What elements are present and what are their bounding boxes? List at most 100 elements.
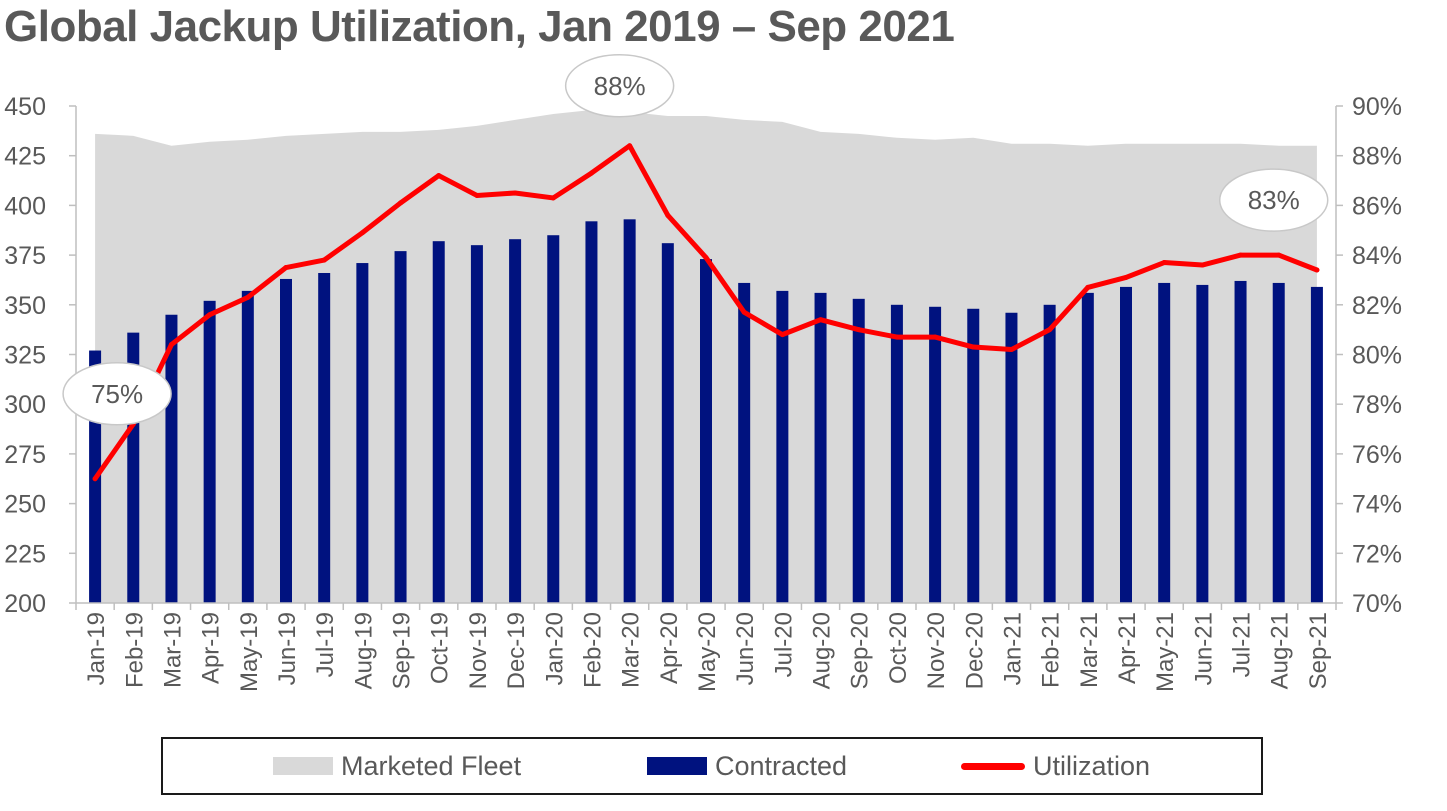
- contracted-bar-aug-21: [1272, 282, 1285, 603]
- x-tick-label: Nov-19: [465, 612, 492, 689]
- utilization-point-dec-20: [970, 344, 976, 350]
- contracted-bar-jan-20: [547, 235, 560, 603]
- x-tick-label: May-19: [236, 612, 263, 692]
- legend-swatch-utilization: [961, 762, 1025, 770]
- utilization-point-dec-19: [512, 190, 518, 196]
- contracted-bar-may-19: [241, 290, 254, 603]
- jackup-utilization-chart: 200 225 250 275 300 325 350 375 400 425 450 70% 72% 7…: [4, 54, 1402, 692]
- utilization-point-may-19: [245, 294, 251, 300]
- utilization-point-apr-21: [1123, 274, 1129, 280]
- legend-swatch-contracted: [647, 757, 707, 775]
- utilization-point-jan-21: [1008, 347, 1014, 353]
- x-tick-label: Dec-20: [961, 612, 988, 689]
- legend-label-contracted: Contracted: [715, 750, 848, 781]
- x-tick-label: Oct-20: [885, 612, 912, 684]
- left-tick-label: 350: [4, 292, 46, 320]
- left-tick-label: 400: [4, 192, 46, 220]
- utilization-point-may-20: [703, 255, 709, 261]
- utilization-point-jun-20: [741, 309, 747, 315]
- contracted-bar-apr-21: [1120, 286, 1132, 603]
- legend-item-utilization: Utilization: [961, 739, 1150, 793]
- x-tick-label: Jan-21: [999, 612, 1026, 685]
- contracted-bar-apr-19: [203, 300, 216, 603]
- x-tick-label: Jan-19: [83, 612, 110, 685]
- contracted-bar-aug-20: [814, 292, 827, 603]
- right-tick-label: 76%: [1352, 441, 1402, 469]
- x-tick-label: Apr-20: [656, 612, 683, 684]
- x-tick-label: Jun-20: [732, 612, 759, 685]
- utilization-point-sep-21: [1314, 267, 1320, 273]
- callout-bubble: [1218, 168, 1329, 232]
- x-tick-label: Jul-19: [312, 612, 339, 677]
- x-tick-label: Oct-19: [427, 612, 454, 684]
- x-tick-label: Nov-20: [923, 612, 950, 689]
- utilization-point-jul-19: [321, 257, 327, 263]
- callout-bubble: [564, 54, 675, 118]
- utilization-point-apr-20: [665, 212, 671, 218]
- contracted-bar-sep-20: [852, 298, 865, 603]
- contracted-bar-may-20: [700, 259, 712, 603]
- contracted-bar-feb-21: [1043, 304, 1056, 603]
- utilization-point-jan-20: [550, 195, 556, 201]
- legend-label-utilization: Utilization: [1033, 750, 1151, 781]
- callout-bubble: [62, 362, 172, 426]
- x-tick-label: Feb-20: [579, 612, 606, 688]
- left-tick-label: 200: [4, 590, 46, 618]
- right-tick-label: 82%: [1352, 292, 1402, 320]
- utilization-point-mar-21: [1085, 284, 1091, 290]
- left-tick-label: 275: [4, 441, 46, 469]
- right-tick-label: 88%: [1352, 143, 1402, 171]
- utilization-point-oct-20: [894, 334, 900, 340]
- contracted-bar-jun-20: [738, 282, 751, 603]
- right-tick-label: 72%: [1352, 540, 1402, 568]
- x-tick-label: Feb-21: [1038, 612, 1065, 688]
- utilization-point-nov-20: [932, 334, 938, 340]
- x-tick-label: Sep-19: [389, 612, 416, 689]
- x-tick-label: Aug-21: [1267, 612, 1294, 689]
- contracted-bar-jul-20: [776, 290, 789, 603]
- utilization-point-apr-19: [207, 312, 213, 318]
- utilization-point-jul-21: [1238, 252, 1244, 258]
- callout-label: 88%: [594, 71, 646, 101]
- contracted-bar-jul-19: [318, 272, 331, 603]
- contracted-bar-jul-21: [1234, 280, 1247, 603]
- contracted-bar-oct-20: [890, 304, 903, 603]
- x-tick-label: Jun-19: [274, 612, 301, 685]
- right-tick-label: 86%: [1352, 192, 1402, 220]
- chart-title: Global Jackup Utilization, Jan 2019 – Se…: [4, 2, 955, 51]
- callout-label: 83%: [1248, 185, 1300, 215]
- x-tick-label: Jul-20: [770, 612, 797, 677]
- x-tick-label: Apr-21: [1114, 612, 1141, 684]
- utilization-point-oct-19: [436, 173, 442, 179]
- x-tick-label: May-21: [1152, 612, 1179, 692]
- legend-swatch-marketed-fleet: [273, 757, 333, 775]
- left-tick-label: 250: [4, 491, 46, 519]
- contracted-bar-aug-19: [356, 263, 369, 603]
- utilization-point-nov-19: [474, 192, 480, 198]
- x-tick-label: Apr-19: [198, 612, 225, 684]
- utilization-point-feb-21: [1047, 327, 1053, 333]
- utilization-point-aug-21: [1276, 252, 1282, 258]
- utilization-point-sep-19: [398, 200, 404, 206]
- utilization-point-may-21: [1161, 260, 1167, 266]
- utilization-point-aug-19: [359, 230, 365, 236]
- legend-item-contracted: Contracted: [647, 739, 847, 793]
- contracted-bar-sep-19: [394, 251, 407, 603]
- left-tick-label: 300: [4, 391, 46, 419]
- utilization-point-jun-21: [1199, 262, 1205, 268]
- utilization-point-jan-19: [92, 476, 98, 482]
- contracted-bar-mar-21: [1081, 292, 1094, 603]
- x-tick-label: May-20: [694, 612, 721, 692]
- right-tick-label: 74%: [1352, 491, 1402, 519]
- x-tick-label: Jan-20: [541, 612, 568, 685]
- left-tick-label: 225: [4, 540, 46, 568]
- contracted-bar-may-21: [1158, 282, 1171, 603]
- utilization-point-jul-20: [779, 332, 785, 338]
- contracted-bar-nov-19: [470, 245, 483, 603]
- contracted-bar-dec-20: [967, 308, 980, 603]
- x-tick-label: Mar-21: [1076, 612, 1103, 688]
- contracted-bar-sep-21: [1310, 286, 1323, 603]
- utilization-point-mar-20: [627, 143, 633, 149]
- contracted-bar-jun-21: [1196, 284, 1209, 603]
- chart-legend: Marketed Fleet Contracted Utilization: [161, 737, 1263, 795]
